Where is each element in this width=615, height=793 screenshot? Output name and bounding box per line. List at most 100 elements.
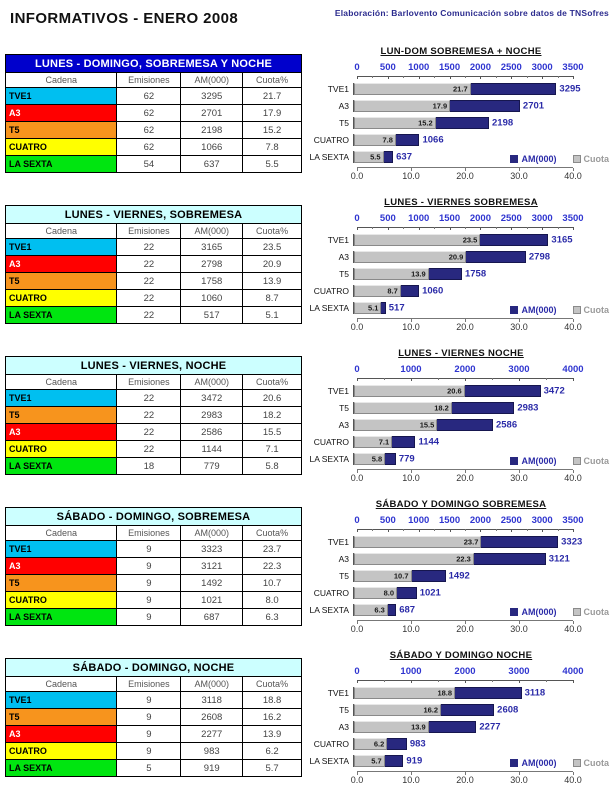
top-axis-tick-label: 2000	[454, 666, 476, 677]
bottom-axis-tick-label: 10.0	[402, 171, 420, 181]
am-value-label: 3323	[561, 536, 583, 547]
chart-top-axis: 0 500 1000 1500 2000 2500 3000 3500	[354, 62, 584, 79]
chart-category-label: CUATRO	[313, 587, 349, 598]
axis-minor-tick	[438, 378, 439, 380]
am-legend-swatch-icon	[510, 306, 519, 314]
axis-minor-tick	[434, 227, 436, 229]
column-header: Emisiones	[116, 72, 182, 88]
column-header: Emisiones	[116, 676, 182, 692]
axis-minor-tick	[465, 529, 466, 531]
chart-legend: AM(000) Cuota	[510, 154, 609, 164]
chart-bottom-axis: 0.0 10.0 20.0 30.0 40.0	[351, 771, 582, 785]
chart-bar-track: 5.1 517	[353, 301, 569, 314]
column-header: AM(000)	[180, 374, 244, 390]
axis-tick	[357, 227, 358, 230]
bar-chart: SÁBADO Y DOMINGO NOCHE 0 1000 2000 3000 4000…	[309, 650, 613, 785]
axis-tick	[519, 378, 520, 381]
top-axis-tick-label: 2000	[469, 515, 491, 526]
channel-cell: TVE1	[4, 238, 118, 256]
cuota-value-label: 17.9	[432, 101, 448, 110]
axis-tick	[573, 319, 574, 322]
chart-category-label: LA SEXTA	[309, 755, 349, 766]
emisiones-cell: 9	[116, 540, 182, 558]
axis-tick	[519, 168, 520, 171]
axis-minor-tick	[465, 227, 466, 229]
chart-bar-track: 5.7 919	[353, 754, 569, 767]
cuota-cell: 22.3	[242, 557, 302, 575]
chart-top-axis: 0 1000 2000 3000 4000	[354, 364, 584, 381]
legend-am-label: AM(000)	[521, 607, 557, 617]
axis-tick	[418, 529, 420, 532]
axis-tick	[573, 772, 574, 775]
am-value-label: 2586	[495, 419, 518, 430]
am-value-label: 637	[396, 151, 412, 162]
axis-tick	[357, 378, 358, 381]
axis-tick	[542, 76, 544, 79]
emisiones-cell: 18	[116, 457, 182, 475]
cuota-bar: 8.0	[354, 586, 397, 599]
bottom-axis-tick-label: 30.0	[510, 171, 528, 181]
chart-bar-row: LA SEXTA 5.1 517	[309, 299, 613, 316]
am-cell: 3472	[180, 389, 244, 407]
chart-bar-row: LA SEXTA 5.5 637	[309, 148, 613, 165]
am-legend-swatch-icon	[510, 457, 519, 465]
table-body: TVE1 62 3295 21.7 A3 62 2701 17.9 T5 62 2198 15.2 CU…	[4, 87, 302, 173]
cuota-cell: 23.5	[242, 238, 302, 256]
axis-tick	[357, 76, 358, 79]
legend-item-am: AM(000)	[510, 758, 557, 768]
chart-plot-area: TVE1 23.5 3165 A3 20.9 2798 T5 13.9 1758 CUATRO 8.…	[309, 228, 613, 318]
axis-tick	[573, 470, 574, 473]
chart-category-label: TVE1	[327, 83, 349, 94]
emisiones-cell: 9	[116, 574, 182, 592]
top-axis-tick-label: 3000	[508, 364, 530, 375]
bar-chart: LUNES - VIERNES NOCHE 0 1000 2000 3000 4000 …	[309, 348, 613, 483]
chart-bar-track: 23.7 3323	[353, 535, 582, 548]
axis-minor-tick	[557, 529, 559, 531]
legend-item-cuota: Cuota	[572, 305, 609, 315]
am-cell: 919	[180, 759, 244, 777]
channel-cell: LA SEXTA	[4, 759, 118, 777]
top-axis-tick-label: 2000	[454, 364, 476, 375]
top-axis-tick-label: 1500	[438, 62, 461, 73]
channel-cell: A3	[4, 725, 118, 743]
chart-bar-row: T5 15.2 2198	[309, 114, 613, 131]
column-header: Emisiones	[116, 223, 182, 239]
axis-tick	[511, 227, 513, 230]
legend-cuota-label: Cuota	[583, 154, 610, 164]
cuota-cell: 5.5	[242, 155, 302, 173]
chart-bar-row: A3 17.9 2701	[309, 97, 613, 114]
chart-category-label: CUATRO	[313, 436, 349, 447]
table-row: CUATRO 22 1144 7.1	[4, 440, 302, 458]
emisiones-cell: 54	[116, 155, 182, 173]
am-value-label: 919	[406, 755, 423, 766]
am-value-label: 2701	[522, 100, 545, 111]
chart-bar-track: 13.9 2277	[353, 720, 569, 733]
chart-bar-row: A3 13.9 2277	[309, 718, 613, 735]
table-title-row: LUNES - VIERNES, SOBREMESA	[5, 205, 302, 224]
table-row: LA SEXTA 54 637 5.5	[4, 155, 302, 173]
legend-item-am: AM(000)	[510, 456, 557, 466]
table-head: LUNES - VIERNES, SOBREMESA Cadena Emision…	[4, 205, 302, 239]
cuota-legend-swatch-icon	[572, 759, 581, 767]
top-axis-tick-label: 0	[354, 666, 360, 677]
chart-category-label: LA SEXTA	[309, 453, 349, 464]
axis-tick	[480, 76, 482, 79]
channel-cell: T5	[4, 708, 118, 726]
am-value-label: 2277	[479, 721, 501, 732]
channel-cell: LA SEXTA	[4, 457, 118, 475]
channel-cell: T5	[4, 121, 118, 139]
chart-category-label: A3	[338, 553, 349, 564]
bottom-axis-tick-label: 10.0	[402, 775, 420, 785]
table-row: A3 22 2798 20.9	[4, 255, 302, 273]
chart-bar-row: CUATRO 8.0 1021	[309, 584, 613, 601]
cuota-bar: 6.2	[354, 737, 388, 750]
column-header: Emisiones	[116, 525, 182, 541]
top-axis-tick-label: 3000	[531, 213, 553, 224]
axis-tick	[387, 529, 389, 532]
cuota-cell: 15.5	[242, 423, 302, 441]
cuota-legend-swatch-icon	[572, 457, 581, 465]
table-head: SÁBADO - DOMINGO, NOCHE Cadena Emisiones A…	[4, 658, 302, 692]
column-header: Cadena	[4, 72, 118, 88]
am-value-label: 3165	[551, 234, 573, 245]
cuota-bar: 5.7	[354, 754, 385, 767]
